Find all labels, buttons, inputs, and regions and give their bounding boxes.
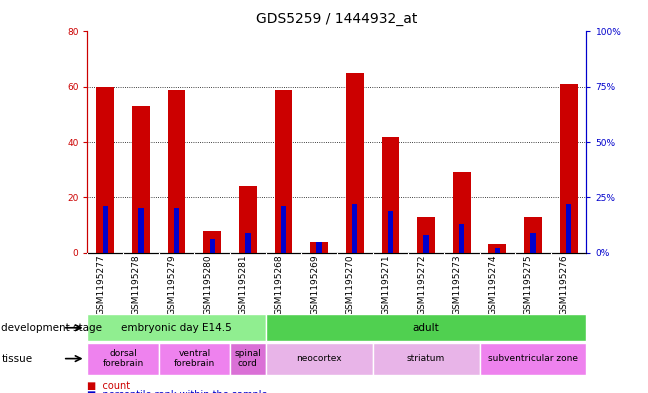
Text: ■  count: ■ count	[87, 381, 131, 391]
Bar	[281, 206, 286, 253]
Text: embryonic day E14.5: embryonic day E14.5	[121, 323, 232, 333]
Text: tissue: tissue	[1, 354, 32, 364]
Bar	[239, 186, 257, 253]
Bar	[266, 343, 373, 375]
Text: GSM1195272: GSM1195272	[417, 255, 426, 315]
Bar	[275, 90, 292, 253]
Bar	[453, 173, 470, 253]
Bar	[209, 239, 215, 253]
Text: GSM1195277: GSM1195277	[97, 255, 105, 315]
Text: GSM1195271: GSM1195271	[382, 255, 390, 315]
Text: GSM1195276: GSM1195276	[560, 255, 569, 315]
Bar	[346, 73, 364, 253]
Text: neocortex: neocortex	[296, 354, 342, 363]
Bar	[266, 314, 586, 342]
Bar	[382, 136, 399, 253]
Bar	[417, 217, 435, 253]
Text: GSM1195281: GSM1195281	[239, 255, 248, 315]
Text: GSM1195278: GSM1195278	[132, 255, 141, 315]
Text: GSM1195268: GSM1195268	[275, 255, 284, 315]
Bar	[388, 211, 393, 253]
Text: GSM1195279: GSM1195279	[168, 255, 176, 315]
Bar	[87, 314, 266, 342]
Bar	[138, 208, 144, 253]
Bar	[168, 90, 185, 253]
Text: ventral
forebrain: ventral forebrain	[174, 349, 215, 368]
Text: ■  percentile rank within the sample: ■ percentile rank within the sample	[87, 390, 268, 393]
Text: adult: adult	[413, 323, 439, 333]
Bar	[494, 248, 500, 253]
Bar	[132, 106, 150, 253]
Text: striatum: striatum	[407, 354, 445, 363]
Bar	[423, 235, 429, 253]
Bar	[352, 204, 358, 253]
Bar	[524, 217, 542, 253]
Bar	[230, 343, 266, 375]
Text: GSM1195269: GSM1195269	[310, 255, 319, 315]
Text: development stage: development stage	[1, 323, 102, 333]
Text: dorsal
forebrain: dorsal forebrain	[102, 349, 144, 368]
Bar	[97, 87, 114, 253]
Text: GSM1195275: GSM1195275	[524, 255, 533, 315]
Bar	[310, 242, 328, 253]
Bar	[373, 343, 480, 375]
Bar	[174, 208, 179, 253]
Text: GSM1195274: GSM1195274	[489, 255, 498, 315]
Bar	[245, 233, 251, 253]
Bar	[159, 343, 230, 375]
Bar	[566, 204, 572, 253]
Bar	[530, 233, 536, 253]
Text: GSM1195273: GSM1195273	[453, 255, 461, 315]
Bar	[480, 343, 586, 375]
Bar	[459, 224, 465, 253]
Bar	[203, 231, 221, 253]
Text: GSM1195270: GSM1195270	[346, 255, 355, 315]
Text: spinal
cord: spinal cord	[235, 349, 261, 368]
Bar	[489, 244, 506, 253]
Text: GSM1195280: GSM1195280	[203, 255, 213, 315]
Text: GDS5259 / 1444932_at: GDS5259 / 1444932_at	[256, 12, 418, 26]
Bar	[560, 84, 577, 253]
Bar	[102, 206, 108, 253]
Bar	[87, 343, 159, 375]
Bar	[316, 242, 322, 253]
Text: subventricular zone: subventricular zone	[488, 354, 578, 363]
